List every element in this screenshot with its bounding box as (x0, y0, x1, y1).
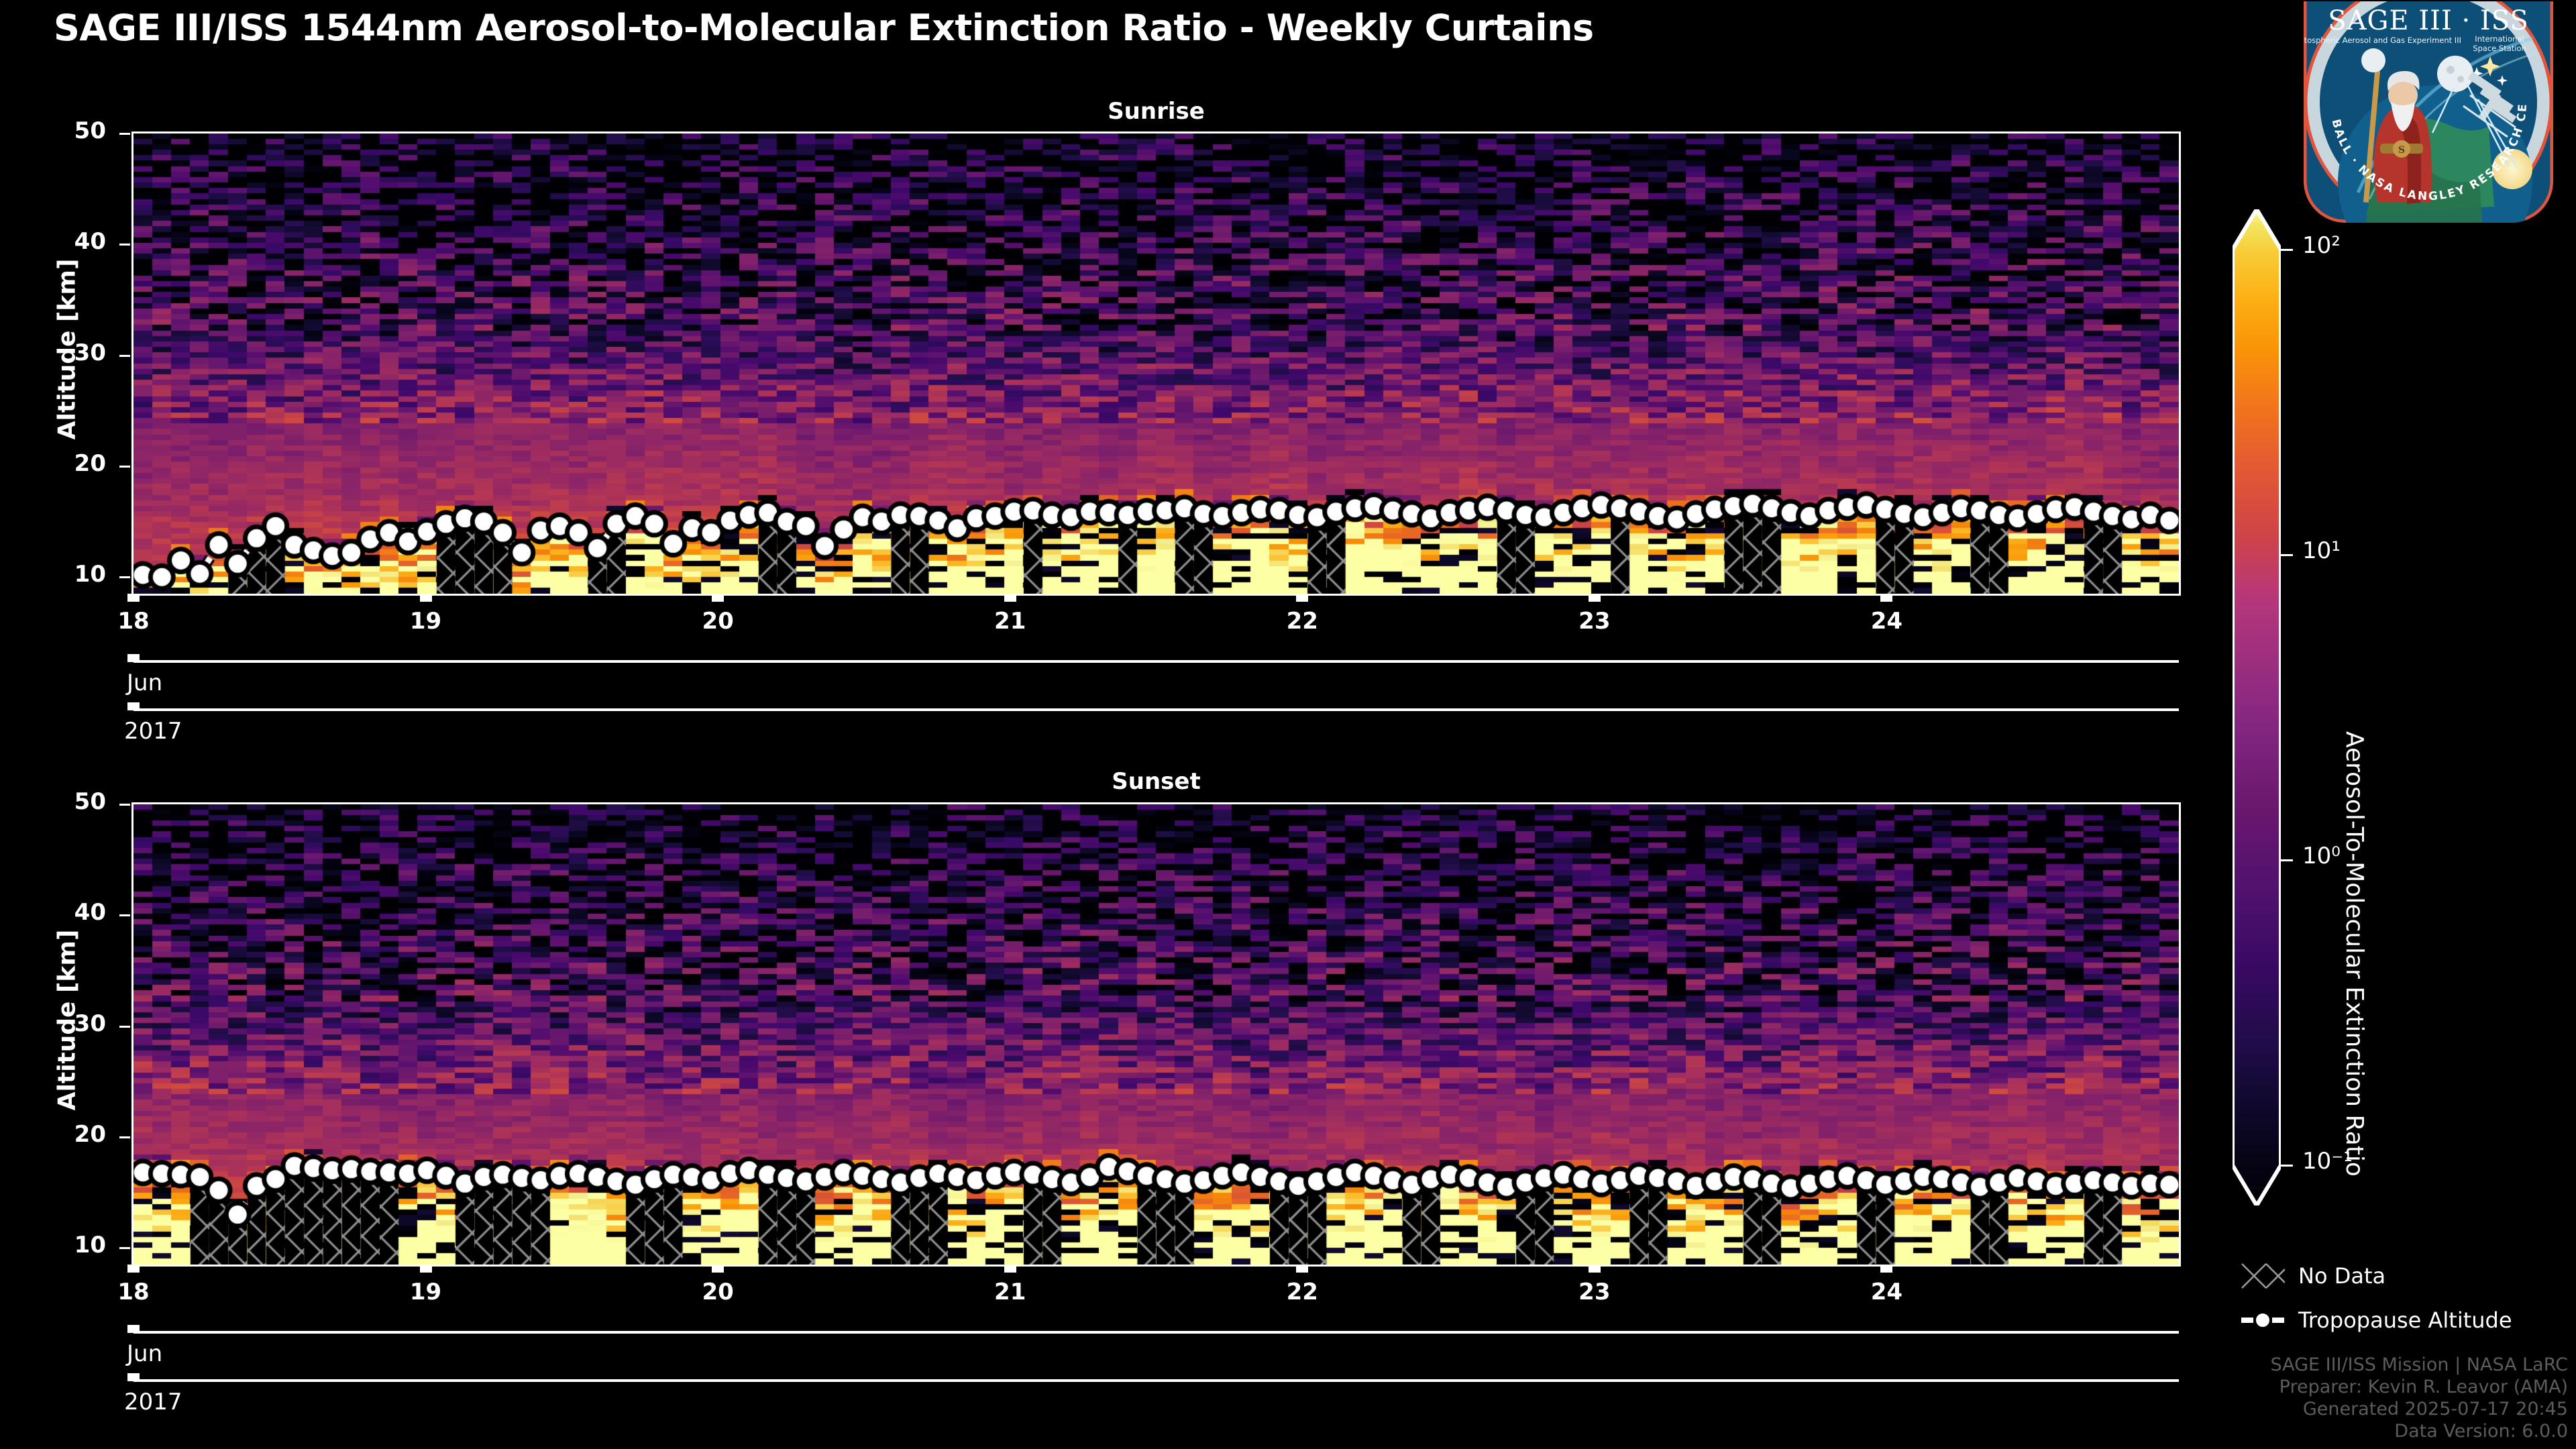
heatmap-sunrise[interactable] (131, 131, 2181, 596)
svg-text:International: International (2475, 34, 2524, 44)
hatch-x-icon (2241, 1263, 2286, 1289)
footer-line-generated: Generated 2025-07-17 20:45 (2302, 1399, 2568, 1419)
footer-line-mission: SAGE III/ISS Mission | NASA LaRC (2270, 1354, 2568, 1375)
svg-text:SAGE III · ISS: SAGE III · ISS (2328, 5, 2529, 36)
colorbar-tick-label-0: 10⁻¹ (2302, 1148, 2353, 1175)
legend-label-no-data: No Data (2298, 1263, 2386, 1289)
colorbar-tick-mark-2 (2281, 554, 2293, 556)
sage-iii-iss-logo: S SAGE III · ISS Stratospheric Aerosol a… (2294, 1, 2563, 223)
subplot-title-sunset: Sunset (1112, 768, 1201, 795)
colorbar-tick-label-3: 10² (2302, 232, 2341, 259)
svg-text:Stratospheric Aerosol and Gas: Stratospheric Aerosol and Gas Experiment… (2294, 36, 2461, 45)
colorbar-tick-label-1: 10⁰ (2302, 843, 2341, 869)
colorbar-title: Aerosol-To-Molecular Extinction Ratio (2341, 731, 2368, 1177)
footer-credits: SAGE III/ISS Mission | NASA LaRC Prepare… (2147, 1354, 2568, 1442)
heatmap-sunset[interactable] (131, 802, 2181, 1267)
subplot-title-sunrise: Sunrise (1108, 98, 1205, 125)
colorbar-tick-mark-1 (2281, 859, 2293, 861)
legend-item-tropopause: Tropopause Altitude (2241, 1305, 2576, 1335)
colorbar-tick-mark-0 (2281, 1165, 2293, 1167)
svg-text:S: S (2398, 145, 2405, 156)
legend-label-tropopause: Tropopause Altitude (2298, 1307, 2512, 1333)
legend-item-no-data: No Data (2241, 1261, 2576, 1291)
svg-text:Space Station: Space Station (2473, 44, 2526, 53)
footer-line-version: Data Version: 6.0.0 (2394, 1421, 2568, 1442)
colorbar-tick-label-2: 10¹ (2302, 537, 2341, 564)
legend: No Data Tropopause Altitude (2241, 1261, 2576, 1350)
colorbar-tick-mark-3 (2281, 249, 2293, 251)
page-title: SAGE III/ISS 1544nm Aerosol-to-Molecular… (54, 7, 1594, 49)
dashed-circle-marker-icon (2241, 1307, 2285, 1334)
footer-line-preparer: Preparer: Kevin R. Leavor (AMA) (2279, 1377, 2568, 1397)
